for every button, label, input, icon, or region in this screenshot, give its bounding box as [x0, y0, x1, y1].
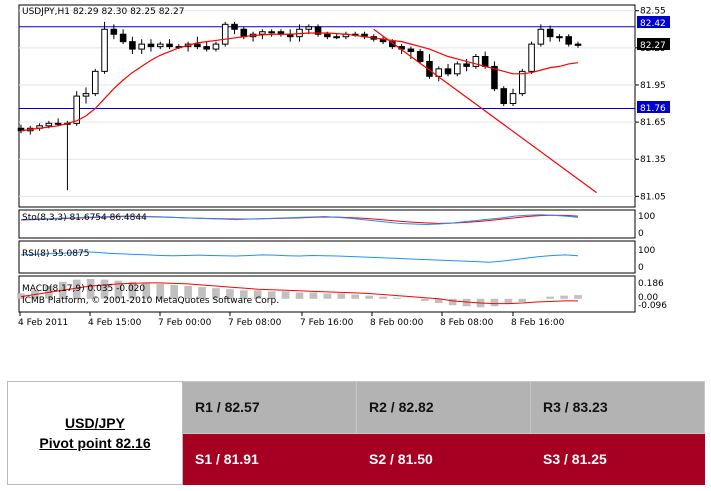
r2-cell: R2 / 82.82 [356, 381, 531, 434]
candle-body [240, 28, 248, 38]
candle-body [156, 43, 164, 48]
candle-body [444, 68, 452, 75]
candle-body [472, 56, 480, 67]
s1-cell: S1 / 81.91 [182, 432, 357, 485]
support-tag-box [637, 101, 670, 113]
candle-body [314, 26, 322, 35]
time-tick-label: 7 Feb 16:00 [300, 318, 354, 328]
candle-body [110, 28, 118, 35]
candle-body [407, 48, 415, 53]
time-tick-label: 7 Feb 08:00 [228, 318, 282, 328]
candle-body [416, 51, 424, 62]
macd-signal-line [20, 282, 578, 305]
r3-cell: R3 / 83.23 [530, 381, 705, 434]
support-tag: 81.76 [640, 104, 666, 114]
sto-label: Sto(8,3,3) 81.6754 86.4844 [22, 213, 147, 223]
resistance-tag: 82.42 [640, 19, 666, 29]
price-tick-label: 81.05 [640, 192, 666, 202]
candle-body [537, 28, 545, 45]
s2-cell: S2 / 81.50 [356, 432, 531, 485]
candle-body [147, 43, 155, 48]
candle-body [454, 63, 461, 75]
candle-body [565, 36, 573, 45]
candle-body [268, 31, 275, 34]
candle-body [203, 46, 210, 50]
moving-average [20, 28, 597, 194]
rsi-tick-0: 0 [638, 263, 644, 273]
pivot-point-label: Pivot point 82.16 [39, 435, 151, 451]
candle-body [166, 43, 173, 48]
candle-body [194, 43, 201, 48]
rsi-pane [18, 240, 636, 274]
price-tick-label: 81.95 [640, 81, 666, 91]
candle-body [45, 122, 53, 127]
candle-body [82, 93, 90, 97]
sto-tick-100: 100 [638, 212, 655, 222]
time-tick-label: 4 Feb 2011 [18, 318, 68, 328]
trend-line [373, 28, 597, 194]
candle-body [426, 60, 433, 77]
macd-tick-top: 0.186 [638, 279, 664, 289]
price-tick-label: 81.35 [640, 155, 666, 165]
candle-body [119, 33, 127, 43]
candle-body [91, 70, 99, 95]
time-axis: 4 Feb 2011 4 Feb 15:00 7 Feb 00:00 7 Feb 08… [18, 312, 565, 328]
candle-body [231, 23, 238, 30]
symbol-label: USD/JPY [65, 415, 125, 431]
candle-body [463, 63, 470, 67]
r1-cell: R1 / 82.57 [182, 381, 357, 434]
symbol-cell: USD/JPY Pivot point 82.16 [7, 381, 183, 485]
candle-body [528, 43, 535, 72]
s3-cell: S3 / 81.25 [530, 432, 705, 485]
candle-body [546, 28, 554, 38]
macd-series [17, 279, 582, 308]
candle-body [519, 70, 526, 95]
candle-body [138, 43, 145, 50]
candle-body [221, 23, 229, 45]
resistance-tag-box [637, 16, 670, 28]
candle-body [212, 43, 220, 50]
price-tags: 82.42 82.27 81.76 [637, 16, 670, 114]
sto-k-line [20, 214, 579, 225]
rsi-label: RSI(8) 55.0875 [22, 249, 89, 259]
pivot-table: USD/JPY Pivot point 82.16 R1 / 82.57 R2 … [7, 381, 705, 485]
macd-label: MACD(8,17,9) 0.035 -0.020 [22, 284, 145, 294]
candle-body [73, 95, 80, 124]
rsi-tick-100: 100 [638, 246, 655, 256]
candle-body [481, 56, 489, 67]
time-tick-label: 4 Feb 15:00 [88, 318, 142, 328]
chart-title: USDJPY,H1 82.29 82.30 82.25 82.27 [22, 7, 184, 17]
candle-body [54, 122, 62, 125]
time-tick-label: 7 Feb 00:00 [158, 318, 212, 328]
candle-body [389, 41, 396, 48]
candle-body [324, 33, 331, 38]
current-price-tag-box [637, 38, 670, 50]
macd-tick-zero: 0.00 [638, 293, 658, 303]
candle-body [509, 93, 517, 105]
price-tick-label: 82.55 [640, 7, 666, 17]
candle-body [129, 41, 136, 50]
time-tick-label: 8 Feb 16:00 [511, 318, 565, 328]
candle-body [574, 43, 582, 46]
price-levels [19, 26, 635, 109]
candle-body [556, 36, 563, 39]
rsi-line [20, 251, 579, 263]
stochastic-lines [20, 214, 579, 225]
price-tick-label: 81.65 [640, 118, 666, 128]
time-tick-label: 8 Feb 00:00 [370, 318, 424, 328]
candle-body [101, 28, 108, 72]
candle-body [305, 26, 313, 30]
moving-average-line [20, 32, 579, 132]
candle-body [259, 31, 266, 35]
candle-body [491, 65, 498, 90]
time-tick-label: 8 Feb 08:00 [440, 318, 494, 328]
current-price-tag: 82.27 [640, 41, 666, 51]
macd-tick-bottom: -0.096 [638, 301, 667, 311]
rsi-line [20, 251, 579, 263]
macd-copyright: ICMB Platform, © 2001-2010 MetaQuotes So… [22, 296, 279, 306]
candle-body [500, 88, 508, 105]
candle-body [333, 36, 340, 39]
sto-tick-0: 0 [638, 229, 644, 239]
